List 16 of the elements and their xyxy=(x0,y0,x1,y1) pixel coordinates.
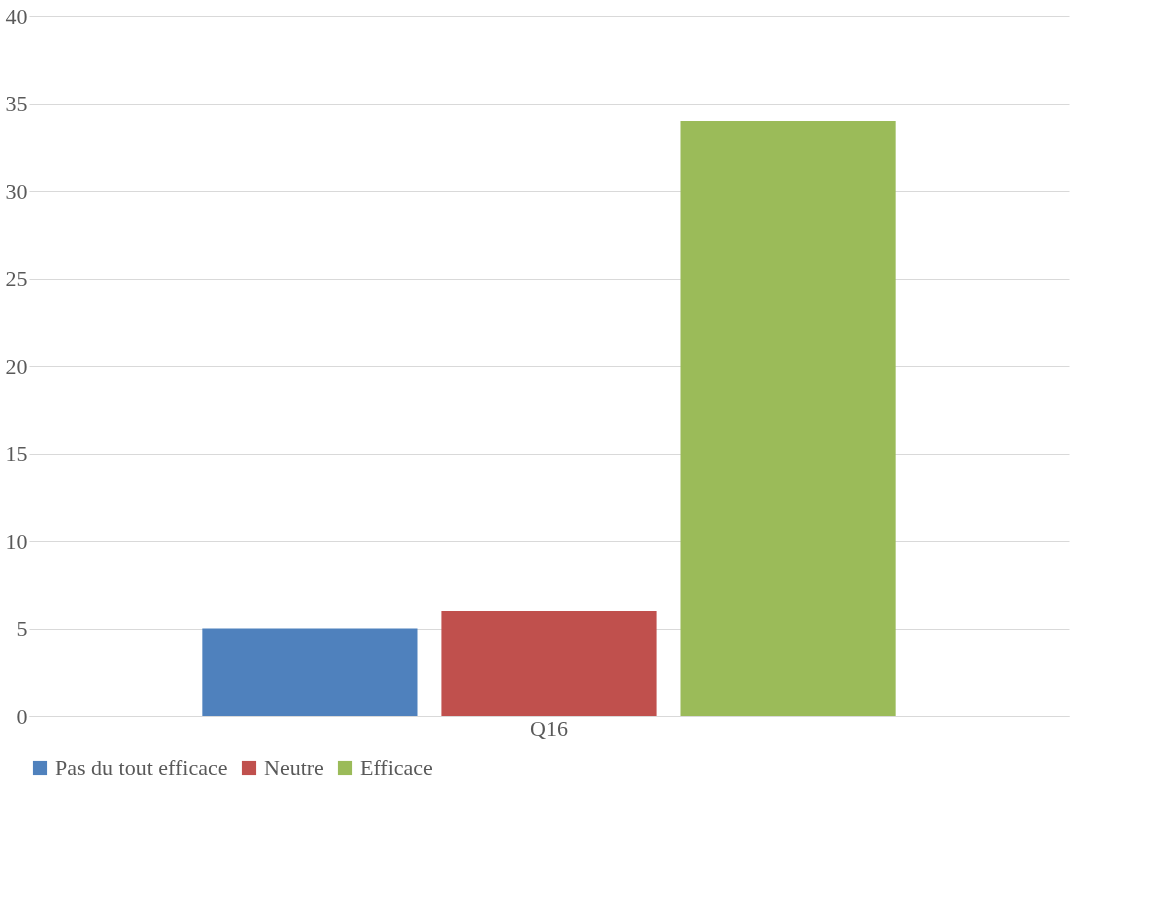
y-tick-label: 30 xyxy=(5,178,28,204)
legend-label: Neutre xyxy=(264,755,324,780)
legend-label: Efficace xyxy=(360,755,433,780)
y-tick-label: 20 xyxy=(5,353,28,379)
y-tick-label: 10 xyxy=(5,528,28,554)
y-tick-label: 25 xyxy=(5,266,28,291)
y-tick-label: 35 xyxy=(5,91,28,116)
y-tick-label: 0 xyxy=(16,703,28,729)
legend-label: Pas du tout efficace xyxy=(55,755,228,780)
y-tick-label: 40 xyxy=(5,3,28,29)
y-tick-label: 15 xyxy=(5,441,28,466)
y-tick-label: 5 xyxy=(16,616,28,641)
bar xyxy=(680,121,896,716)
x-tick-label: Q16 xyxy=(530,715,568,741)
bar xyxy=(202,628,418,716)
bar xyxy=(441,611,657,716)
